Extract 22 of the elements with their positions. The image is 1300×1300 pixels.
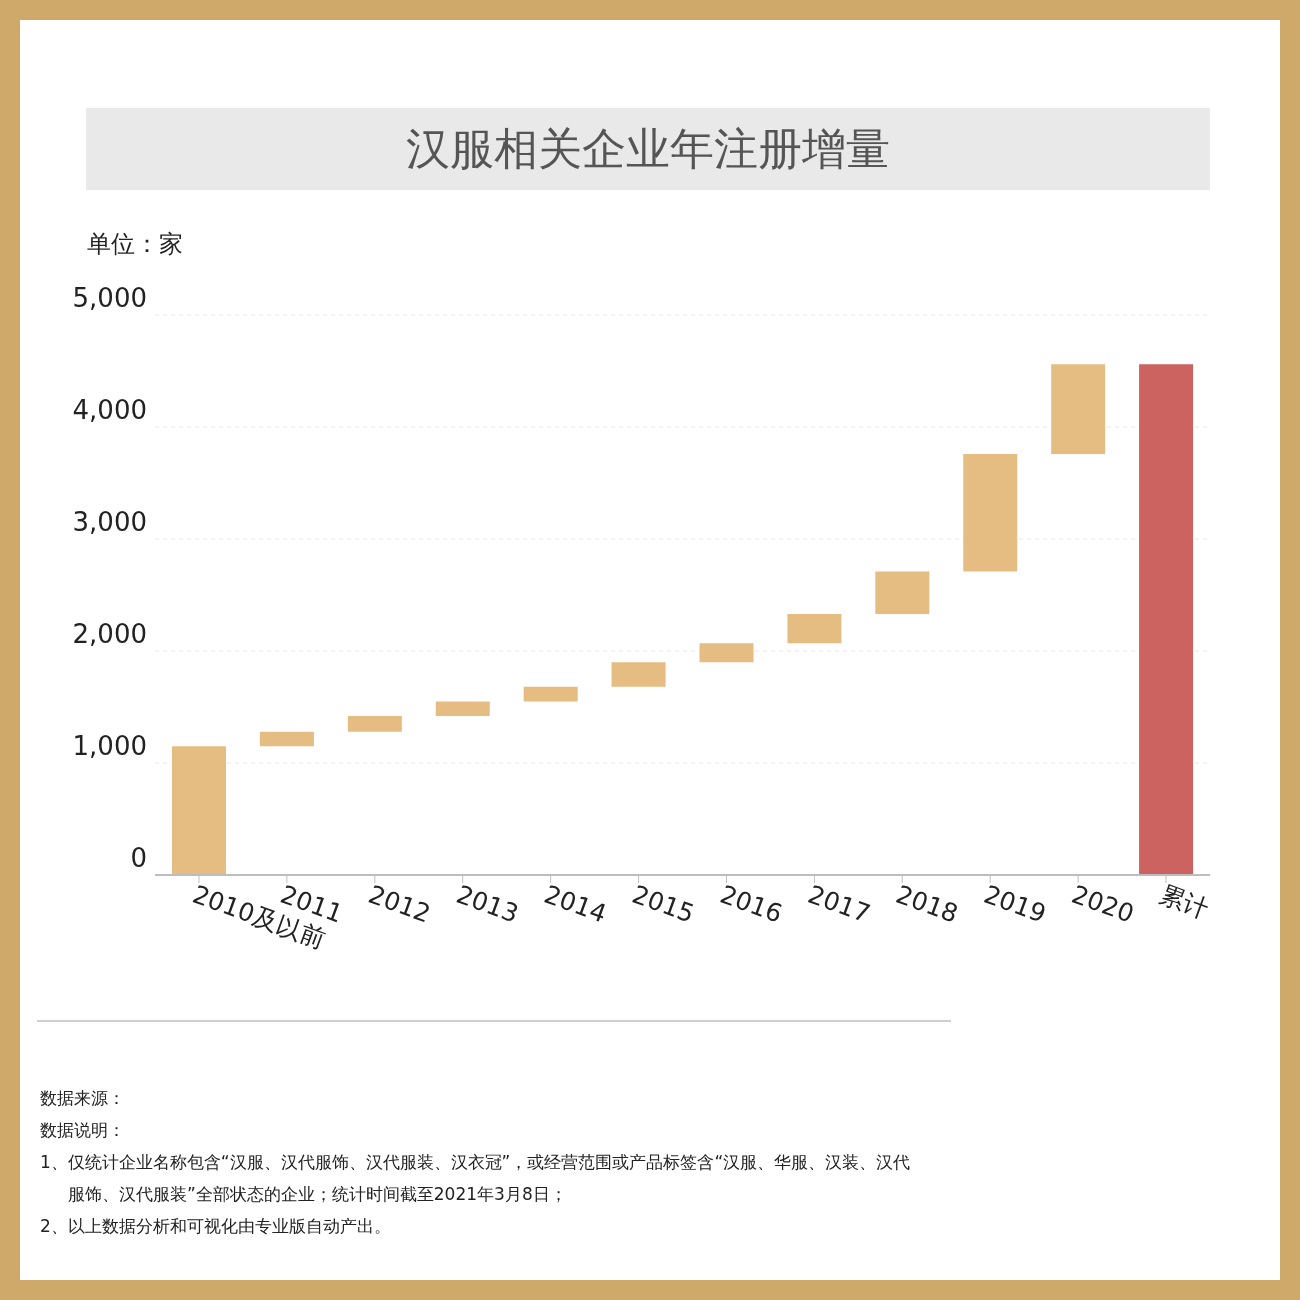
y-tick-label: 4,000 — [72, 395, 147, 425]
y-tick-label: 2,000 — [72, 619, 147, 649]
x-tick-label: 累计 — [1155, 879, 1213, 924]
source-note: 数据来源： — [40, 1087, 126, 1110]
y-tick-label: 3,000 — [72, 507, 147, 537]
text: 2、以上数据分析和可视化由专业版自动产出。 — [40, 1215, 392, 1238]
x-tick-label: 2014 — [540, 879, 611, 929]
x-tick-label: 2013 — [452, 879, 523, 929]
x-tick-label: 2012 — [364, 879, 435, 929]
x-tick-label: 2019 — [980, 879, 1050, 929]
y-tick-label: 5,000 — [72, 283, 147, 313]
text: 1、仅统计企业名称包含“汉服、汉代服饰、汉代服装、汉衣冠”，或经营范围或产品标签含“汉服、华服、汉装、汉代服饰、汉代服装”全部状态的企业；统计时间截至2021年3月8日； — [40, 1151, 912, 1206]
x-tick-label: 2020 — [1068, 879, 1138, 929]
y-axis-title: 单位：家 — [87, 229, 183, 260]
y-tick-label: 1,000 — [72, 731, 147, 761]
y-tick-label: 0 — [130, 843, 147, 873]
x-tick-label: 2017 — [804, 879, 874, 929]
chart-title: 汉服相关企业年注册增量 — [86, 108, 1210, 190]
x-tick-label: 2015 — [628, 879, 699, 929]
x-tick-label: 2016 — [716, 879, 787, 929]
x-tick-label: 2018 — [892, 879, 962, 929]
text: 数据说明： — [40, 1119, 126, 1142]
